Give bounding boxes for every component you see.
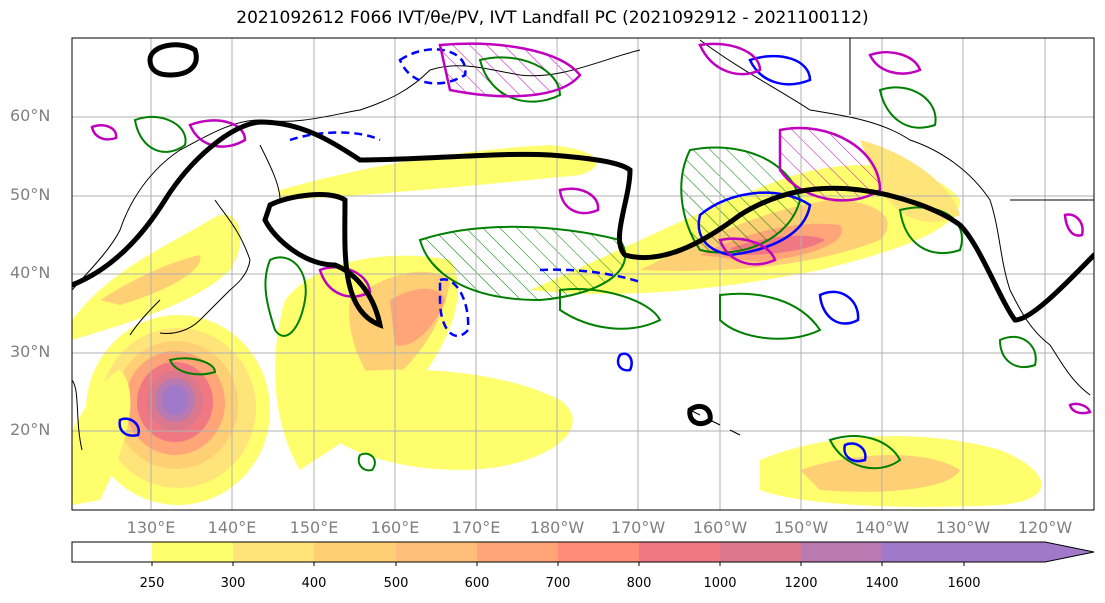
colorbar-tick-1600: 1600	[947, 576, 981, 591]
lat-label-60n: 60°N	[10, 106, 51, 125]
colorbar-bin	[314, 542, 396, 562]
blue-contours	[118, 48, 867, 463]
black-contours	[72, 42, 1094, 427]
colorbar-bin	[396, 542, 477, 562]
colorbar-bin	[639, 542, 720, 562]
lon-label-170e: 170°E	[451, 518, 501, 537]
map-frame	[71, 37, 1095, 511]
lat-label-30n: 30°N	[10, 342, 51, 361]
green-contours	[133, 56, 1037, 472]
colorbar-tick-300: 300	[220, 576, 246, 591]
colorbar-bin	[477, 542, 558, 562]
colorbar	[71, 541, 1095, 566]
colorbar-bin	[882, 542, 964, 562]
map-title: 2021092612 F066 IVT/θe/PV, IVT Landfall …	[0, 8, 1105, 28]
colorbar-bin	[801, 542, 882, 562]
colorbar-tick-500: 500	[383, 576, 409, 591]
lon-label-170w: 170°W	[610, 518, 666, 537]
colorbar-tick-700: 700	[545, 576, 571, 591]
colorbar-tick-250: 250	[139, 576, 165, 591]
lon-label-150w: 150°W	[773, 518, 829, 537]
colorbar-tick-400: 400	[301, 576, 327, 591]
lon-label-160w: 160°W	[692, 518, 748, 537]
colorbar-bin	[720, 542, 801, 562]
colorbar-tick-600: 600	[464, 576, 490, 591]
lon-label-140e: 140°E	[207, 518, 257, 537]
colorbar-tick-800: 800	[626, 576, 652, 591]
colorbar-bin	[233, 542, 314, 562]
lon-label-120w: 120°W	[1017, 518, 1073, 537]
lon-label-180w: 180°W	[529, 518, 585, 537]
colorbar-bin	[152, 542, 233, 562]
lon-label-130e: 130°E	[126, 518, 176, 537]
lon-label-160e: 160°E	[370, 518, 420, 537]
colorbar-extend-arrow	[964, 542, 1094, 562]
lat-label-50n: 50°N	[10, 185, 51, 204]
lat-label-40n: 40°N	[10, 263, 51, 282]
coastlines	[72, 38, 1094, 451]
lat-label-20n: 20°N	[10, 420, 51, 439]
colorbar-tick-1000: 1000	[703, 576, 737, 591]
colorbar-bin	[558, 542, 639, 562]
title-text: 2021092612 F066 IVT/θe/PV, IVT Landfall …	[236, 8, 869, 28]
colorbar-bin	[72, 542, 152, 562]
lon-label-140w: 140°W	[854, 518, 910, 537]
gridlines	[72, 38, 1094, 510]
hatch-regions	[420, 43, 880, 300]
lon-label-150e: 150°E	[289, 518, 339, 537]
lon-label-130w: 130°W	[935, 518, 991, 537]
colorbar-tick-1400: 1400	[865, 576, 899, 591]
colorbar-tick-1200: 1200	[784, 576, 818, 591]
